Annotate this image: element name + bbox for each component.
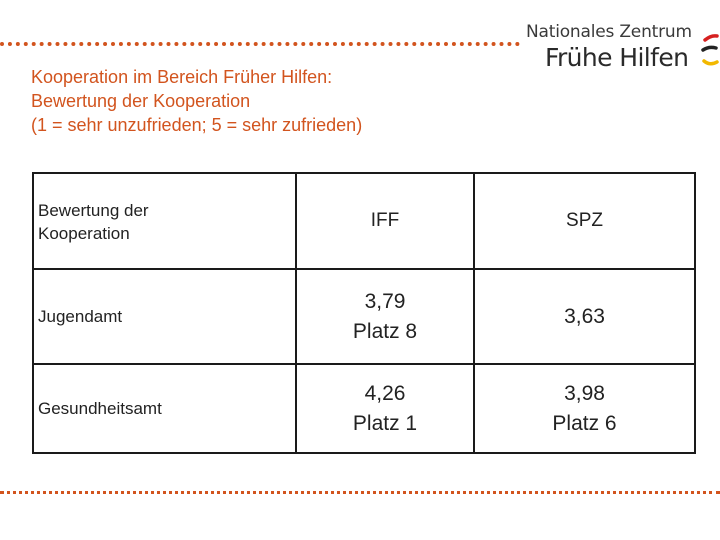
rating-table: Bewertung der Kooperation IFF SPZ Jugend… xyxy=(32,172,696,454)
logo-text-line1: Nationales Zentrum xyxy=(526,22,692,42)
header-iff-label: IFF xyxy=(370,210,400,231)
iff-value-cell: 3,79 Platz 8 xyxy=(297,270,473,363)
nzfh-logo: Nationales Zentrum Frühe Hilfen xyxy=(524,18,720,78)
row-label: Jugendamt xyxy=(38,307,123,326)
table-row: Jugendamt 3,79 Platz 8 3,63 xyxy=(34,268,694,363)
spz-rank: Platz 6 xyxy=(552,411,617,435)
iff-rank: Platz 8 xyxy=(352,319,418,343)
row-label-cell: Gesundheitsamt xyxy=(38,365,294,452)
slide-title: Kooperation im Bereich Früher Hilfen: Be… xyxy=(31,65,362,137)
table-header-row: Bewertung der Kooperation IFF SPZ xyxy=(34,174,694,268)
header-cell-rating: Bewertung der Kooperation xyxy=(38,174,294,268)
header-rating-line1: Bewertung der xyxy=(38,201,149,220)
spz-value-cell: 3,98 Platz 6 xyxy=(475,365,694,452)
column-divider xyxy=(295,174,297,452)
title-line-1: Kooperation im Bereich Früher Hilfen: xyxy=(31,67,333,87)
logo-text-line2: Frühe Hilfen xyxy=(545,43,689,72)
header-spz-label: SPZ xyxy=(566,210,603,231)
header-rating-line2: Kooperation xyxy=(38,224,130,243)
spz-value-cell: 3,63 xyxy=(475,270,694,363)
column-divider xyxy=(473,174,475,452)
spz-value: 3,63 xyxy=(564,304,605,328)
header-cell-spz: SPZ xyxy=(475,174,694,268)
iff-value: 4,26 xyxy=(364,381,406,405)
iff-rank: Platz 1 xyxy=(352,411,418,435)
row-label: Gesundheitsamt xyxy=(38,399,162,418)
logo-mark-icon xyxy=(701,34,719,66)
title-line-2: Bewertung der Kooperation xyxy=(31,91,251,111)
top-dotted-rule xyxy=(0,42,520,46)
iff-value: 3,79 xyxy=(364,289,406,313)
iff-value-cell: 4,26 Platz 1 xyxy=(297,365,473,452)
spz-value: 3,98 xyxy=(564,381,605,405)
title-line-3: (1 = sehr unzufrieden; 5 = sehr zufriede… xyxy=(31,115,363,135)
header-cell-iff: IFF xyxy=(297,174,473,268)
bottom-dotted-rule xyxy=(0,491,720,494)
table-row: Gesundheitsamt 4,26 Platz 1 3,98 Platz 6 xyxy=(34,363,694,452)
row-label-cell: Jugendamt xyxy=(38,270,294,363)
